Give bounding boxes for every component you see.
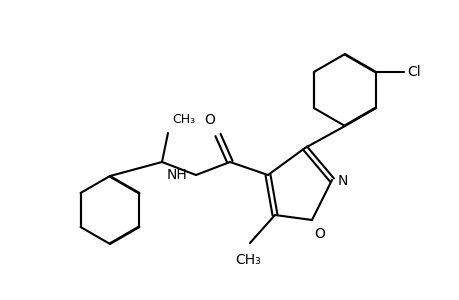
Text: CH₃: CH₃ xyxy=(235,253,260,267)
Text: NH: NH xyxy=(166,168,187,182)
Text: N: N xyxy=(337,174,347,188)
Text: O: O xyxy=(313,227,324,241)
Text: Cl: Cl xyxy=(406,65,420,79)
Text: CH₃: CH₃ xyxy=(172,113,195,126)
Text: O: O xyxy=(204,113,215,127)
